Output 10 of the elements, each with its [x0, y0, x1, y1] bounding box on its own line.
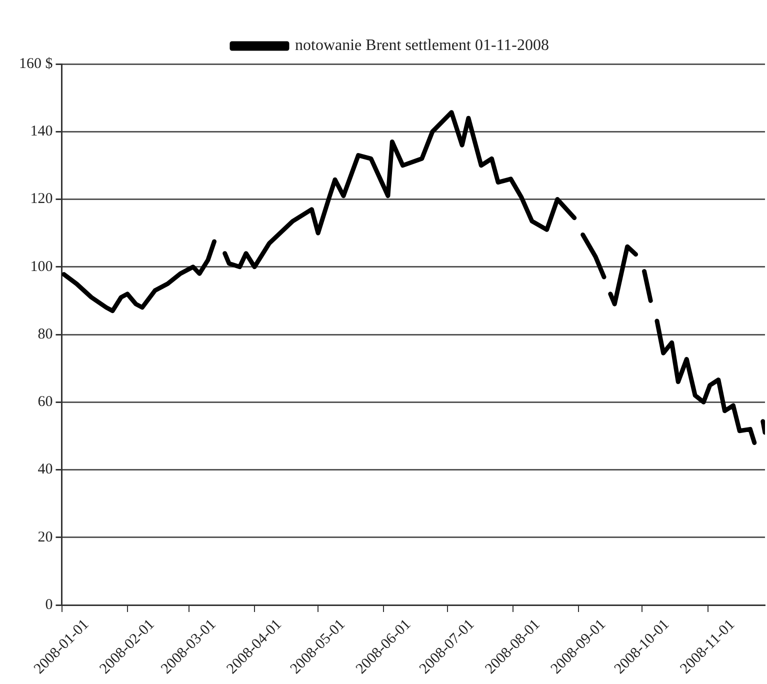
y-tick-label: 60	[38, 394, 53, 410]
legend-label: notowanie Brent settlement 01-11-2008	[294, 37, 550, 54]
y-tick-label: 20	[38, 529, 53, 546]
y-tick-label: 160 $	[19, 56, 54, 72]
y-tick-label: 120	[30, 191, 53, 208]
y-tick-label: 140	[30, 124, 53, 140]
y-tick-label: 0	[45, 596, 53, 613]
y-tick-label: 80	[38, 326, 53, 342]
y-tick-label: 100	[30, 258, 53, 275]
y-tick-label: 40	[38, 462, 53, 478]
